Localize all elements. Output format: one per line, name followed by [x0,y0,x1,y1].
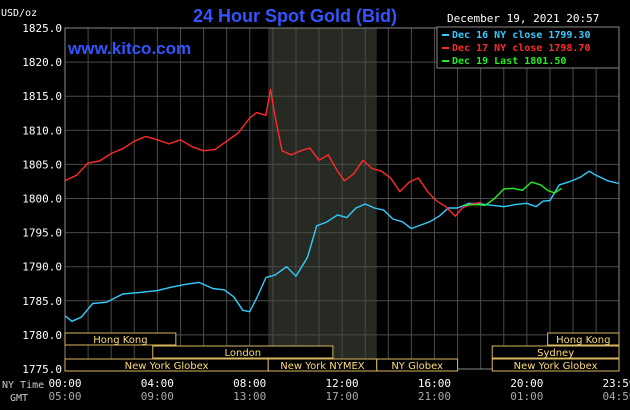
chart-title: 24 Hour Spot Gold (Bid) [193,6,397,26]
session-bar [547,332,620,346]
series-line [64,88,481,217]
series-lines [64,88,620,322]
y-tick-label: 1800.0 [22,193,62,206]
session-label: New York Globex [514,361,598,372]
x-tick-label-gmt: 04:59 [602,390,630,403]
legend-entries: Dec 16 NY close 1799.30 Dec 17 NY close 1… [442,30,590,67]
y-tick-label: 1775.0 [22,363,62,376]
x-tick-label-gmt: 05:00 [48,390,81,403]
website-label[interactable]: www.kitco.com [67,39,191,58]
x-tick-label-ny: 12:00 [326,377,359,390]
grid-lines [64,27,620,370]
session-label: Sydney [537,348,574,359]
legend: Dec 16 NY close 1799.30 Dec 17 NY close 1… [436,26,620,69]
x-tick-label-ny: 16:00 [418,377,451,390]
session-bar [64,332,177,346]
x-tick-label-ny: 08:00 [233,377,266,390]
y-tick-label: 1815.0 [22,90,62,103]
legend-entry: Dec 16 NY close 1799.30 [452,30,590,41]
x-tick-label-ny: 20:00 [510,377,543,390]
market-sessions: Hong Kong Hong Kong London Sydney New York G… [64,332,620,372]
session-bar [376,358,459,372]
session-label: New York NYMEX [280,361,365,372]
x-tick-label-ny: 23:59 [602,377,630,390]
x-tick-label-gmt: 13:00 [233,390,266,403]
y-tick-label: 1820.0 [22,56,62,69]
y-tick-label: 1810.0 [22,124,62,137]
y-tick-label: 1790.0 [22,261,62,274]
axes: 1825.0 1820.0 1815.0 1810.0 1805.0 1800.0 1795… [22,22,630,403]
y-tick-label: 1785.0 [22,295,62,308]
x-tick-label-ny: 00:00 [48,377,81,390]
x-tick-label-ny: 04:00 [141,377,174,390]
y-tick-label: 1780.0 [22,329,62,342]
y-tick-label: 1795.0 [22,227,62,240]
session-bar [491,358,620,372]
y-tick-label: 1825.0 [22,22,62,35]
legend-box [436,26,620,69]
session-label: NY Globex [391,361,443,372]
session-label: London [224,348,261,359]
session-label: Hong Kong [556,335,610,346]
legend-entry: Dec 19 Last 1801.50 [452,56,566,67]
session-label: Hong Kong [93,335,147,346]
x-tick-label-gmt: 09:00 [141,390,174,403]
ny-time-label: NY Time [2,380,44,391]
session-label: New York Globex [125,361,209,372]
x-tick-label-gmt: 01:00 [510,390,543,403]
legend-entry: Dec 17 NY close 1798.70 [452,43,590,54]
y-unit-label: USD/oz [1,8,37,19]
session-bar [152,345,334,359]
y-tick-label: 1805.0 [22,158,62,171]
series-line [64,170,620,322]
x-tick-label-gmt: 21:00 [418,390,451,403]
gmt-label: GMT [10,393,28,404]
x-tick-label-gmt: 17:00 [326,390,359,403]
session-bar [491,345,620,359]
series-line [464,181,562,207]
timestamp: December 19, 2021 20:57 [447,12,599,25]
